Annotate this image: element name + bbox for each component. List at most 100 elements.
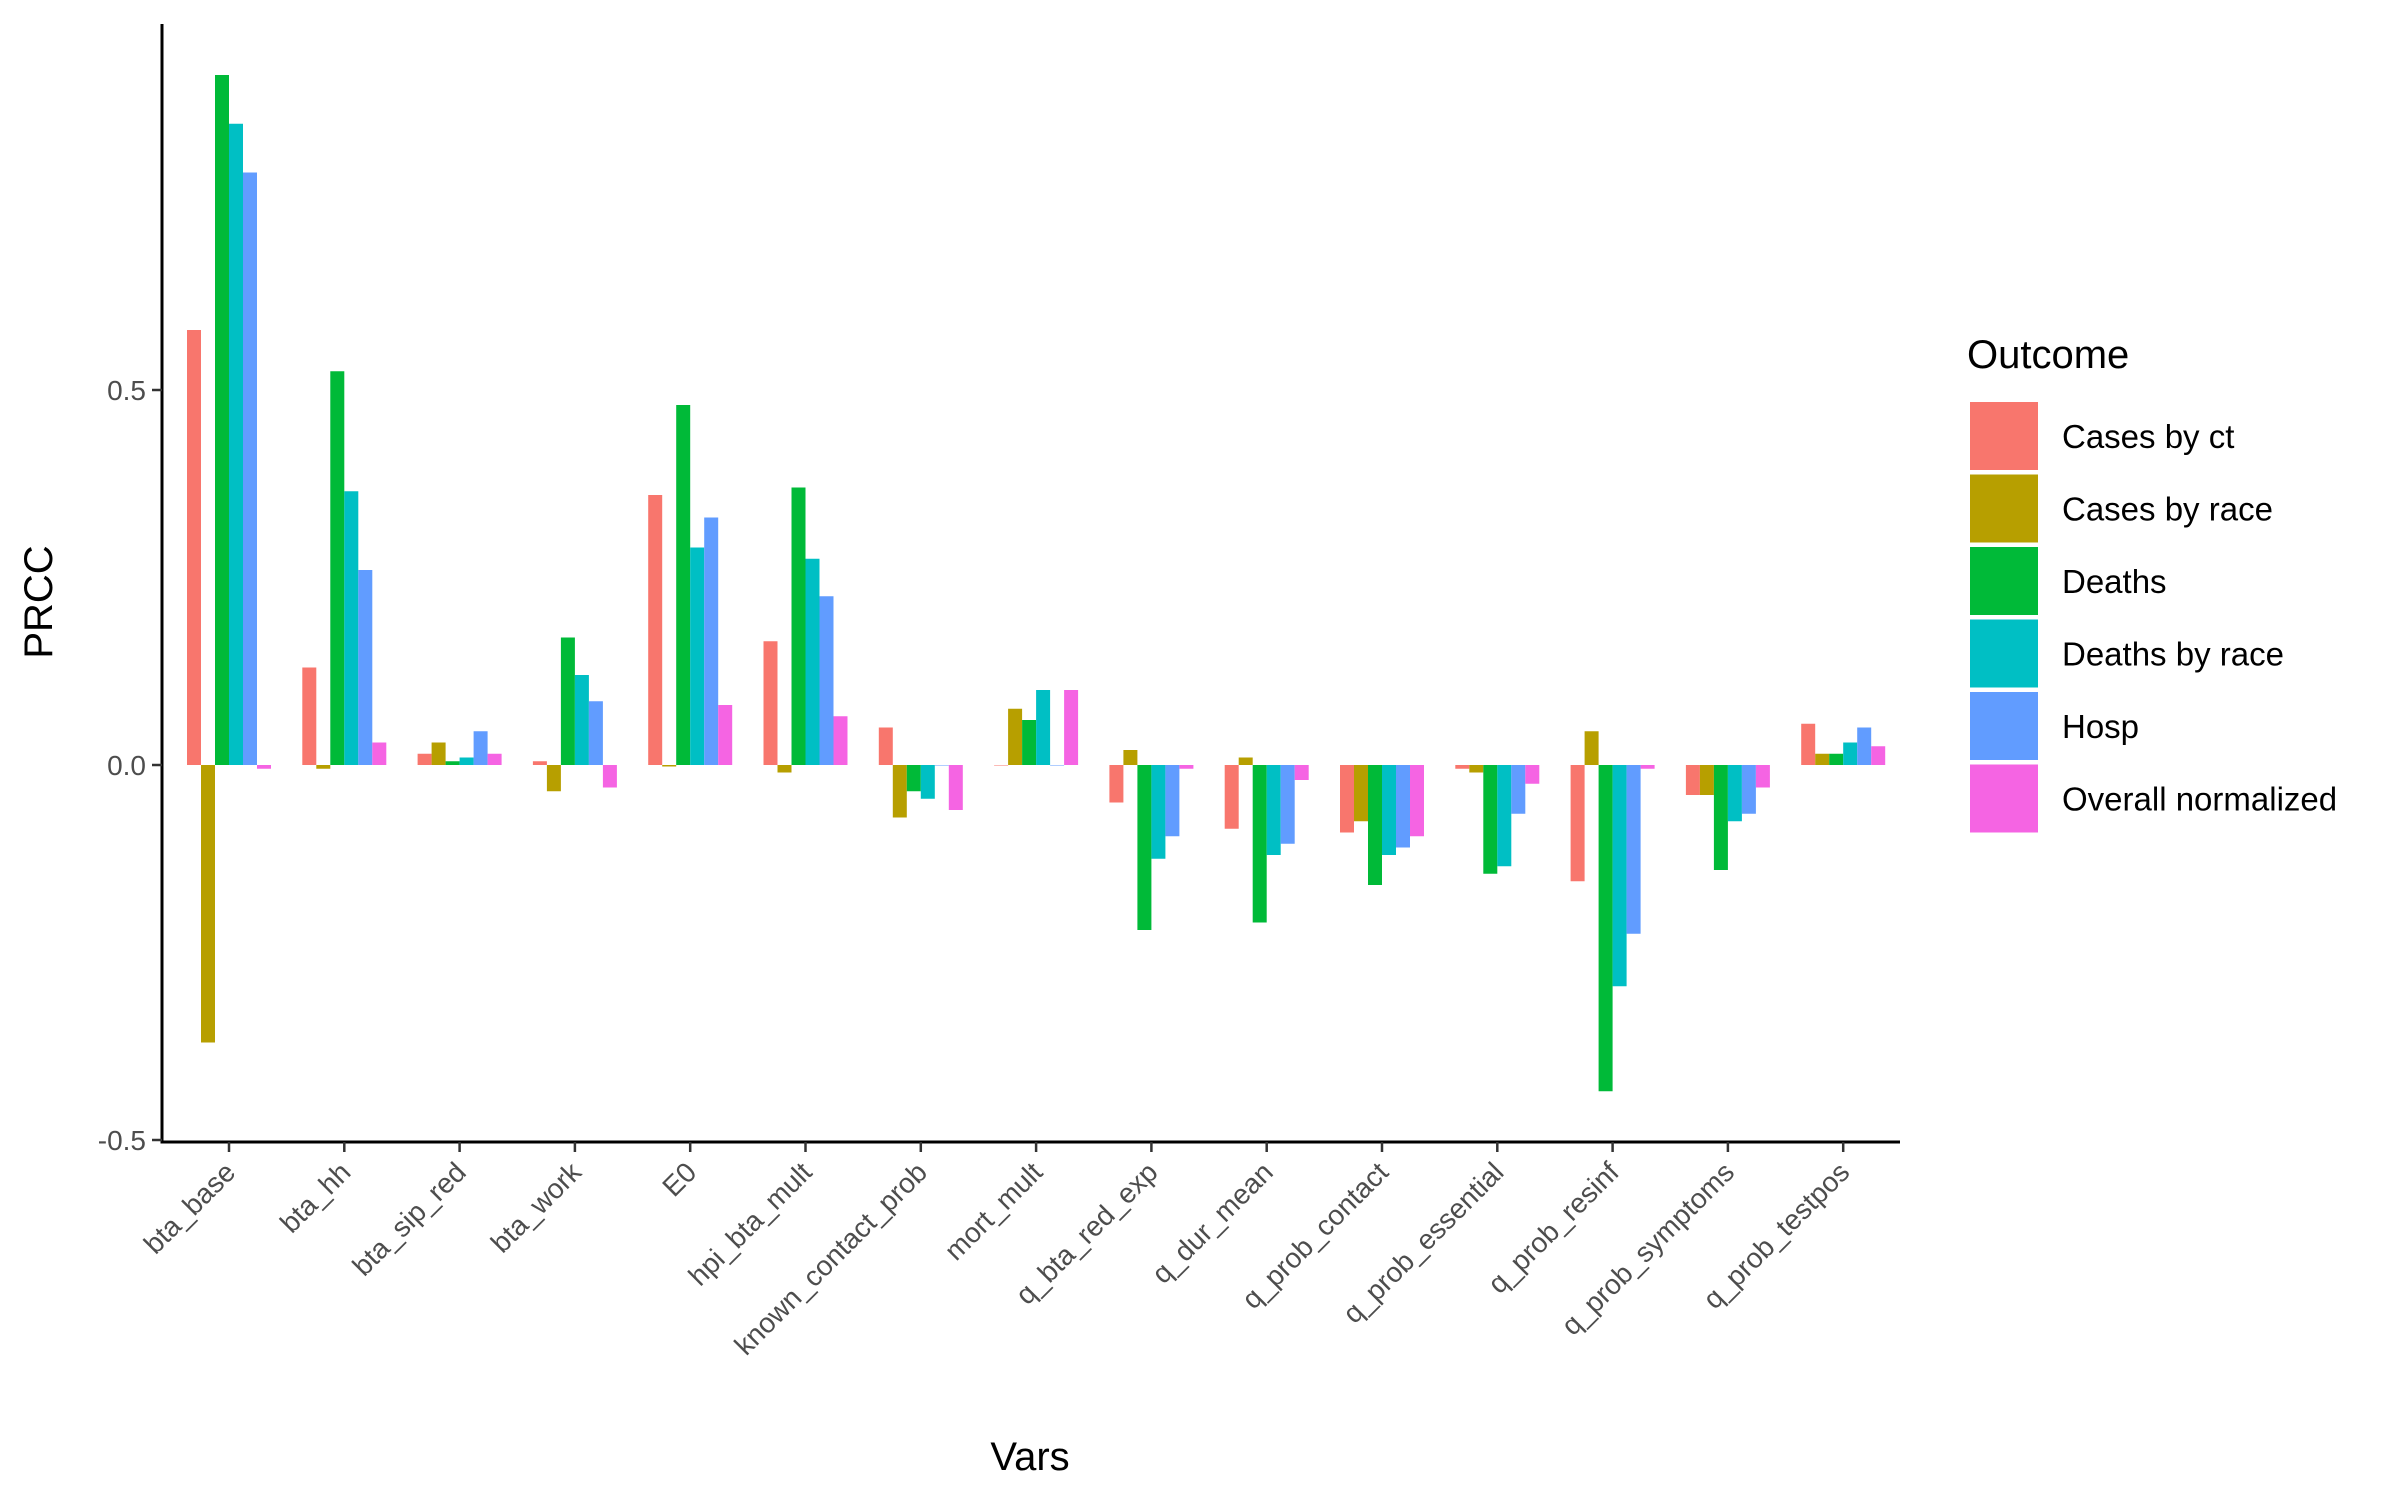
axes-layer: [160, 24, 1900, 1144]
legend-key-overall-normalized: [1970, 764, 2038, 833]
bar-E0-hosp: [704, 517, 719, 765]
bar-bta_base-cases-by-ct: [187, 330, 201, 765]
bar-bta_base-cases-by-race: [201, 765, 215, 1043]
bar-bta_sip_red-deaths-by-race: [459, 757, 474, 765]
bar-q_prob_essential-cases-by-race: [1469, 765, 1484, 773]
x-tick-label-bta_work: bta_work: [485, 1156, 588, 1259]
bar-q_dur_mean-hosp: [1280, 765, 1295, 844]
bar-bta_hh-overall-normalized: [372, 742, 387, 765]
bar-hpi_bta_mult-cases-by-race: [777, 765, 792, 773]
bar-bta_hh-cases-by-race: [316, 765, 331, 769]
legend-key-hosp: [1970, 692, 2038, 760]
bar-bta_work-cases-by-race: [546, 765, 561, 792]
bar-bta_hh-hosp: [358, 570, 373, 765]
x-tick-label-E0: E0: [656, 1156, 702, 1202]
bar-mort_mult-overall-normalized: [1064, 690, 1079, 765]
legend-label: Hosp: [2062, 708, 2139, 745]
bar-E0-deaths-by-race: [690, 547, 705, 765]
bar-q_bta_red_exp-cases-by-ct: [1109, 765, 1124, 803]
bar-bta_work-cases-by-ct: [532, 761, 547, 765]
bar-mort_mult-cases-by-ct: [994, 765, 1009, 766]
bar-q_prob_essential-cases-by-ct: [1455, 765, 1470, 769]
bar-hpi_bta_mult-cases-by-ct: [763, 641, 778, 765]
bar-known_contact_prob-cases-by-ct: [878, 727, 893, 765]
bar-known_contact_prob-deaths: [906, 765, 921, 792]
bar-q_prob_contact-deaths: [1368, 765, 1382, 885]
legend-label: Deaths: [2062, 563, 2167, 600]
bar-known_contact_prob-overall-normalized: [948, 765, 963, 810]
bar-q_prob_essential-deaths: [1483, 765, 1498, 874]
bar-q_prob_essential-hosp: [1511, 765, 1526, 814]
legend-label: Deaths by race: [2062, 636, 2284, 673]
bar-bta_work-deaths-by-race: [574, 675, 589, 765]
bar-q_bta_red_exp-overall-normalized: [1179, 765, 1194, 769]
bar-bta_base-deaths-by-race: [229, 123, 243, 765]
bar-E0-cases-by-ct: [648, 495, 663, 765]
bar-E0-deaths: [676, 405, 691, 765]
bar-hpi_bta_mult-deaths-by-race: [805, 558, 820, 765]
legend-title: Outcome: [1967, 333, 2129, 377]
y-tick-label: 0.0: [107, 750, 146, 781]
bar-q_prob_symptoms-deaths-by-race: [1727, 765, 1742, 822]
bar-bta_base-deaths: [215, 75, 229, 765]
bar-bta_base-overall-normalized: [257, 765, 271, 769]
x-tick-label-bta_sip_red: bta_sip_red: [346, 1156, 471, 1281]
bar-q_prob_symptoms-deaths: [1713, 765, 1728, 870]
bar-bta_hh-deaths-by-race: [344, 491, 359, 765]
bar-q_prob_testpos-overall-normalized: [1871, 746, 1886, 765]
bar-q_bta_red_exp-deaths: [1137, 765, 1152, 930]
bar-q_prob_contact-hosp: [1396, 765, 1410, 848]
y-tick-label: -0.5: [98, 1125, 146, 1156]
x-tick-label-bta_hh: bta_hh: [274, 1156, 356, 1238]
bar-q_prob_resinf-cases-by-race: [1584, 731, 1599, 765]
bar-bta_hh-deaths: [330, 371, 345, 765]
bar-q_prob_symptoms-overall-normalized: [1755, 765, 1770, 788]
bar-hpi_bta_mult-deaths: [791, 487, 806, 765]
bar-q_bta_red_exp-deaths-by-race: [1151, 765, 1166, 859]
bar-q_prob_testpos-cases-by-ct: [1801, 723, 1816, 765]
bar-q_prob_resinf-cases-by-ct: [1570, 765, 1585, 882]
bar-mort_mult-hosp: [1050, 765, 1065, 766]
bar-mort_mult-cases-by-race: [1008, 708, 1023, 765]
bar-E0-cases-by-race: [662, 765, 677, 767]
bar-hpi_bta_mult-hosp: [819, 596, 834, 765]
bar-known_contact_prob-hosp: [934, 765, 949, 766]
bar-bta_work-hosp: [588, 701, 603, 765]
bar-q_dur_mean-cases-by-race: [1238, 757, 1253, 765]
legend: Outcome Cases by ct Cases by race Deaths De…: [1967, 333, 2337, 833]
bar-q_prob_essential-overall-normalized: [1525, 765, 1540, 784]
bar-q_bta_red_exp-hosp: [1165, 765, 1180, 837]
bar-q_prob_testpos-hosp: [1857, 727, 1872, 765]
bar-bta_sip_red-hosp: [473, 731, 488, 765]
bar-q_prob_symptoms-cases-by-race: [1699, 765, 1714, 795]
bar-q_bta_red_exp-cases-by-race: [1123, 750, 1138, 765]
legend-key-deaths-by-race: [1970, 619, 2038, 688]
bar-bta_base-hosp: [243, 172, 257, 765]
legend-key-cases-by-race: [1970, 474, 2038, 543]
bar-bta_sip_red-cases-by-ct: [417, 753, 432, 765]
bar-bta_hh-cases-by-ct: [302, 667, 317, 765]
legend-label: Cases by race: [2062, 491, 2273, 528]
bar-q_prob_resinf-hosp: [1626, 765, 1641, 934]
legend-key-cases-by-ct: [1970, 402, 2038, 470]
x-tick-label-mort_mult: mort_mult: [938, 1156, 1048, 1266]
bar-q_prob_resinf-deaths: [1598, 765, 1613, 1092]
bar-q_prob_resinf-deaths-by-race: [1612, 765, 1627, 987]
bar-q_prob_testpos-deaths-by-race: [1843, 742, 1858, 765]
bar-bta_sip_red-overall-normalized: [487, 753, 502, 765]
bar-q_dur_mean-deaths-by-race: [1266, 765, 1281, 855]
bar-known_contact_prob-deaths-by-race: [920, 765, 935, 799]
legend-label: Cases by ct: [2062, 418, 2234, 455]
x-tick-label-known_contact_prob: known_contact_prob: [728, 1156, 933, 1361]
bars-layer: [187, 75, 1886, 1092]
bar-q_prob_essential-deaths-by-race: [1497, 765, 1512, 867]
bar-q_prob_contact-cases-by-ct: [1340, 765, 1354, 833]
bar-bta_work-overall-normalized: [602, 765, 617, 788]
bar-known_contact_prob-cases-by-race: [892, 765, 907, 818]
y-axis-title: PRCC: [17, 545, 61, 658]
legend-label: Overall normalized: [2062, 781, 2337, 818]
bar-q_dur_mean-deaths: [1252, 765, 1267, 923]
x-axis-title: Vars: [990, 1435, 1069, 1479]
